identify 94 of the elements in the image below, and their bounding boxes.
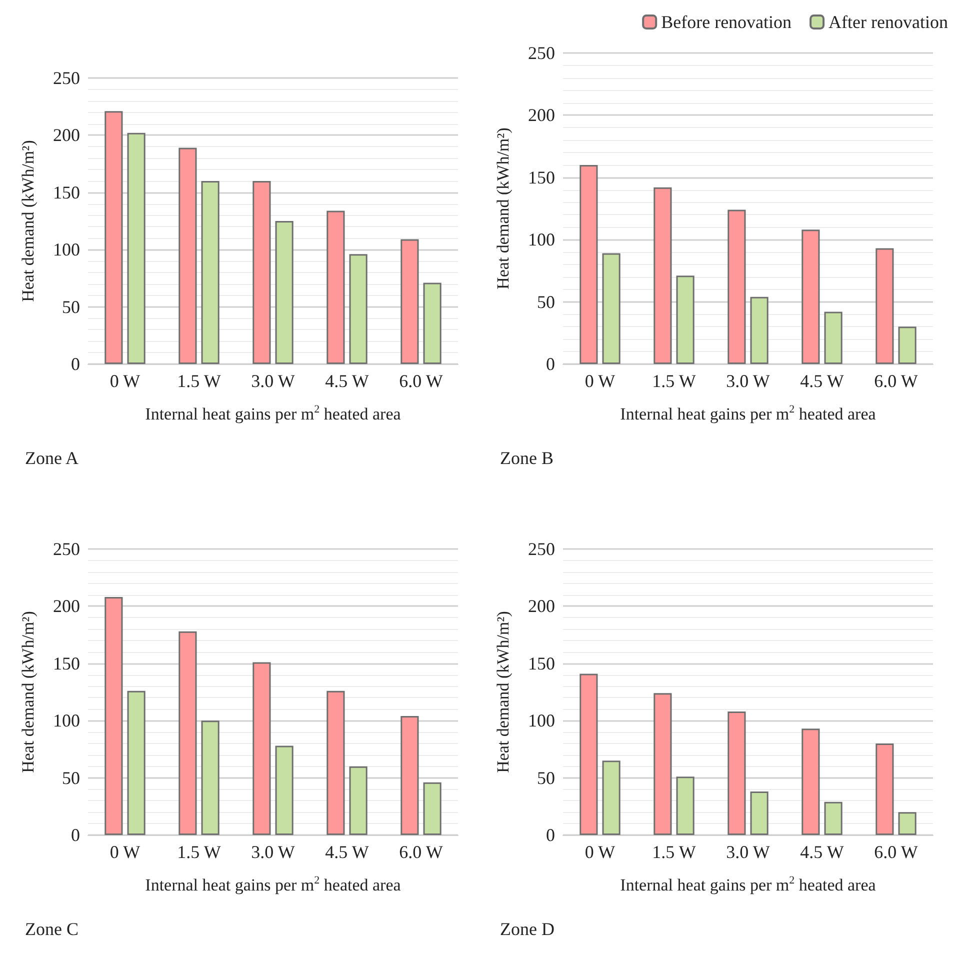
bar <box>178 148 197 364</box>
bar <box>252 662 271 835</box>
y-tick-label: 0 <box>71 825 80 845</box>
bar <box>275 221 294 364</box>
bar <box>654 693 672 835</box>
bar <box>178 631 197 835</box>
y-tick-label: 200 <box>53 125 80 146</box>
x-tick-label: 3.0 W <box>251 842 295 862</box>
y-tick-label: 250 <box>528 539 555 559</box>
bar <box>201 720 220 835</box>
bar <box>802 230 820 364</box>
bar <box>423 782 442 835</box>
y-axis-title: Heat demand (kWh/m²) <box>494 611 512 773</box>
text: Zone C <box>25 919 78 939</box>
bar <box>349 254 368 364</box>
bar <box>127 690 146 835</box>
legend-label: After renovation <box>828 12 948 32</box>
bar <box>275 746 294 835</box>
legend-label: Before renovation <box>661 12 792 32</box>
y-tick-label: 150 <box>528 653 555 674</box>
y-tick-label: 200 <box>528 596 555 616</box>
bar <box>876 743 894 835</box>
bar <box>400 239 419 364</box>
bar <box>400 716 419 835</box>
x-tick-label: 0 W <box>584 842 616 862</box>
bar <box>602 253 620 364</box>
y-tick-label: 200 <box>53 596 80 616</box>
bar <box>750 296 768 364</box>
y-tick-label: 50 <box>537 292 555 312</box>
y-tick-label: 150 <box>528 167 555 188</box>
bar <box>802 728 820 835</box>
bar <box>676 276 694 364</box>
bar <box>898 326 916 364</box>
y-axis-title: Heat demand (kWh/m²) <box>18 611 38 773</box>
x-tick-label: 0 W <box>584 371 616 391</box>
x-tick-label: 1.5 W <box>177 842 221 862</box>
y-tick-label: 150 <box>53 182 80 202</box>
y-tick-label: 50 <box>537 768 555 788</box>
x-tick-label: 6.0 W <box>399 371 443 391</box>
x-tick-label: 6.0 W <box>874 371 918 391</box>
text: Zone B <box>500 448 554 468</box>
bar <box>252 180 271 364</box>
bar <box>602 760 620 835</box>
bar <box>728 711 746 835</box>
y-tick-label: 100 <box>53 240 80 260</box>
x-tick-label: 6.0 W <box>399 842 443 862</box>
bar <box>326 690 345 835</box>
y-tick-label: 0 <box>71 354 80 374</box>
x-tick-label: 6.0 W <box>874 842 918 862</box>
y-tick-label: 250 <box>528 43 555 63</box>
x-tick-label: 4.5 W <box>325 371 369 391</box>
y-axis-title: Heat demand (kWh/m²) <box>494 128 512 290</box>
y-tick-label: 50 <box>62 296 80 317</box>
text: Zone D <box>500 919 554 939</box>
x-tick-label: 3.0 W <box>726 371 770 391</box>
bar <box>326 210 345 364</box>
y-tick-label: 250 <box>53 539 80 559</box>
y-axis-title: Heat demand (kWh/m²) <box>18 140 38 302</box>
x-tick-label: 0 W <box>110 842 140 862</box>
bar <box>876 248 894 364</box>
bar <box>676 776 694 835</box>
text: Zone A <box>25 448 78 468</box>
bar <box>750 792 768 835</box>
x-tick-label: 1.5 W <box>177 371 221 391</box>
bar <box>104 597 123 835</box>
y-tick-label: 50 <box>62 768 80 788</box>
y-tick-label: 0 <box>546 825 555 845</box>
y-tick-label: 100 <box>53 710 80 731</box>
bar <box>898 812 916 835</box>
bar <box>728 210 746 364</box>
bar <box>580 164 598 364</box>
x-tick-label: 4.5 W <box>800 842 844 862</box>
x-tick-label: 0 W <box>110 371 140 391</box>
bar <box>201 180 220 364</box>
bar <box>349 766 368 835</box>
x-tick-label: 4.5 W <box>325 842 369 862</box>
x-tick-label: 4.5 W <box>800 371 844 391</box>
x-tick-label: 1.5 W <box>652 371 696 391</box>
x-tick-label: 1.5 W <box>652 842 696 862</box>
bar <box>127 132 146 364</box>
bar <box>824 312 842 364</box>
bar <box>824 802 842 835</box>
bar <box>580 674 598 835</box>
y-tick-label: 250 <box>53 68 80 88</box>
y-tick-label: 100 <box>528 230 555 250</box>
y-tick-label: 200 <box>528 105 555 126</box>
y-tick-label: 0 <box>546 354 555 374</box>
bar <box>104 111 123 364</box>
y-tick-label: 150 <box>53 653 80 674</box>
x-tick-label: 3.0 W <box>251 371 295 391</box>
bar <box>654 187 672 364</box>
x-tick-label: 3.0 W <box>726 842 770 862</box>
y-tick-label: 100 <box>528 710 555 731</box>
bar <box>423 282 442 364</box>
